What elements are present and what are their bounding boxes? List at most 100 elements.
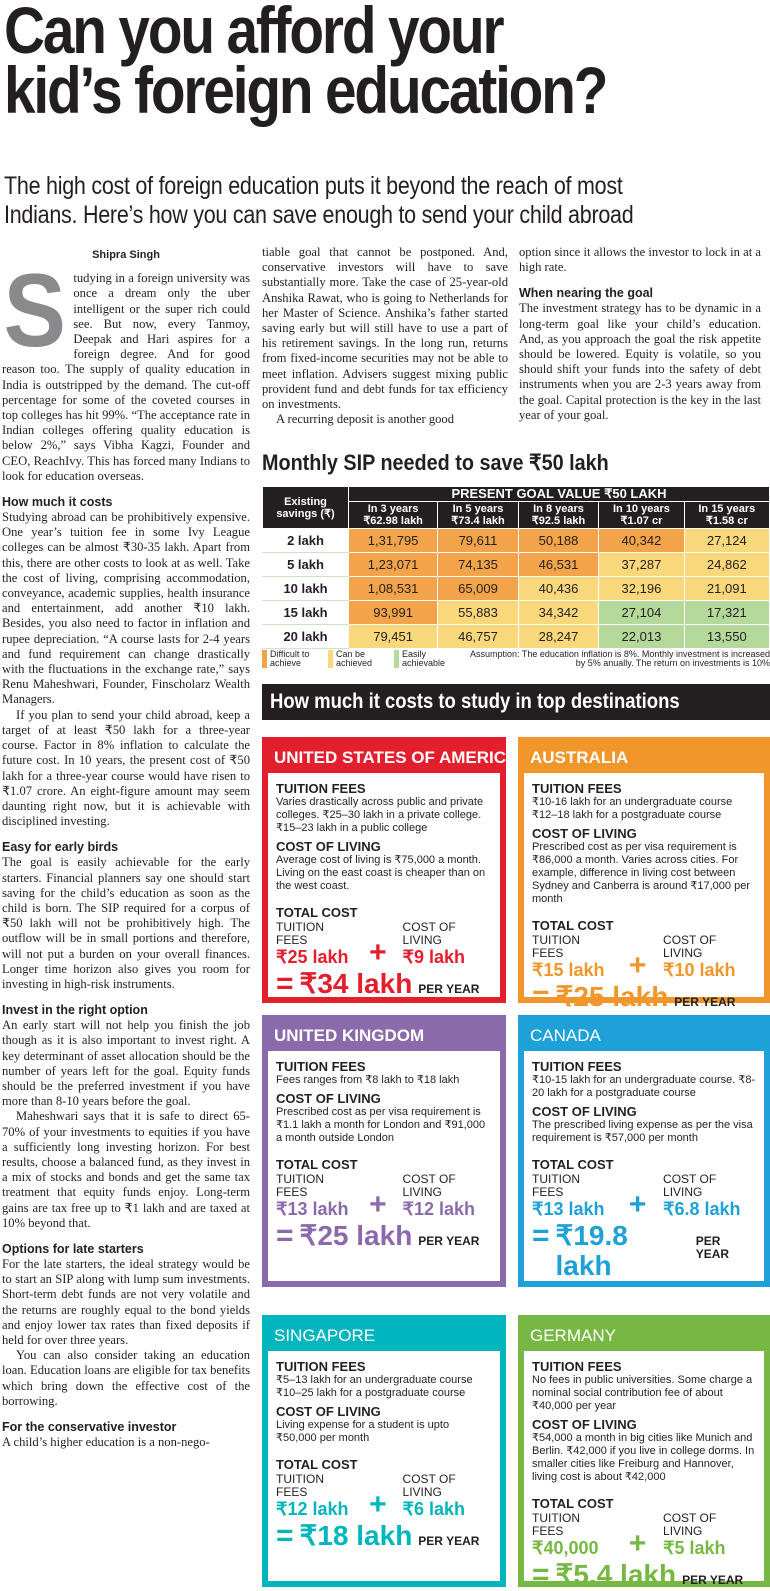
sip-cell: 46,531 <box>517 552 600 577</box>
living-label: COST OF LIVING <box>663 1172 717 1199</box>
table-row: 10 lakh 1,08,531 65,009 40,436 32,196 21,091 <box>262 576 770 601</box>
country-card-singapore: SINGAPORE TUITION FEES ₹5–13 lakh for an… <box>262 1315 506 1587</box>
total-heading: TOTAL COST <box>532 1496 614 1511</box>
total-amount: ₹5.4 lakh <box>555 1559 677 1590</box>
per-year-label: PER YEAR <box>418 982 480 996</box>
living-amount: ₹12 lakh <box>402 1199 476 1219</box>
sip-cell: 65,009 <box>437 576 519 601</box>
legend-item: Difficult to achieve <box>262 650 322 668</box>
sip-cell: 34,342 <box>517 600 600 625</box>
plus-icon: + <box>628 1188 647 1221</box>
per-year-label: PER YEAR <box>418 1534 480 1548</box>
row-label: 5 lakh <box>262 552 349 577</box>
equals-icon: = <box>532 980 550 1013</box>
tuition-text: Varies drastically across public and pri… <box>276 796 484 834</box>
section-heading: When nearing the goal <box>519 286 654 301</box>
row-label: 2 lakh <box>262 528 349 553</box>
country-card-united-states-of-america: UNITED STATES OF AMERICA TUITION FEES Va… <box>262 737 518 1003</box>
paragraph: Studying abroad can be prohibitively exp… <box>2 510 250 707</box>
total-heading: TOTAL COST <box>532 918 614 933</box>
total-amount: ₹18 lakh <box>299 1520 413 1551</box>
tuition-amount: ₹40,000 <box>532 1538 599 1558</box>
tuition-heading: TUITION FEES <box>276 781 366 796</box>
legend-item: Can be achieved <box>328 650 388 668</box>
paragraph: For the late starters, the ideal strateg… <box>2 1256 250 1347</box>
country-name: CANADA <box>530 1026 601 1045</box>
country-card-united-kingdom: UNITED KINGDOM TUITION FEES Fees ranges … <box>262 1015 506 1287</box>
tuition-heading: TUITION FEES <box>276 1359 366 1374</box>
equals-icon: = <box>276 1219 294 1252</box>
sip-cell: 74,135 <box>437 552 519 577</box>
living-heading: COST OF LIVING <box>276 1091 381 1106</box>
total-heading: TOTAL COST <box>276 1457 358 1472</box>
column-header: In 3 years ₹62.98 lakh <box>347 501 439 529</box>
paragraph: A child’s higher education is a non-nego… <box>2 1435 210 1450</box>
legend-swatch <box>394 650 399 668</box>
living-label: COST OF LIVING <box>663 1511 717 1538</box>
subhead-line-1: The high cost of foreign education puts … <box>4 172 623 200</box>
living-amount: ₹6.8 lakh <box>663 1199 741 1219</box>
plus-icon: + <box>369 1188 387 1221</box>
paragraph: You can also consider taking an educatio… <box>2 1348 250 1408</box>
country-card-australia: AUSTRALIA TUITION FEES ₹10-16 lakh for a… <box>518 737 770 1012</box>
sip-cell: 1,23,071 <box>347 552 439 577</box>
total-heading: TOTAL COST <box>276 1157 358 1172</box>
sip-cell: 13,550 <box>683 624 770 649</box>
column-header: In 8 years ₹92.5 lakh <box>517 501 600 529</box>
subhead-line-2: Indians. Here’s how you can save enough … <box>4 201 634 229</box>
tuition-amount: ₹12 lakh <box>276 1499 349 1519</box>
sip-cell: 24,862 <box>683 552 770 577</box>
article-column-2: tiable goal that cannot be postponed. An… <box>262 245 508 427</box>
table-row: 5 lakh 1,23,071 74,135 46,531 37,287 24,862 <box>262 552 770 577</box>
plus-icon: + <box>369 1488 387 1521</box>
living-heading: COST OF LIVING <box>532 1417 637 1432</box>
paragraph: The goal is easily achievable for the ea… <box>2 855 250 991</box>
sip-cell: 93,991 <box>347 600 439 625</box>
living-text: ₹54,000 a month in big cities like Munic… <box>532 1432 755 1483</box>
plus-icon: + <box>628 949 647 982</box>
tuition-amount: ₹25 lakh <box>276 947 349 967</box>
equals-icon: = <box>276 1519 294 1552</box>
per-year-label: PER YEAR <box>674 995 736 1009</box>
per-year-label: PER YEAR <box>695 1234 730 1261</box>
table-row: 15 lakh 93,991 55,883 34,342 27,104 17,321 <box>262 600 770 625</box>
sip-cell: 21,091 <box>683 576 770 601</box>
tuition-text: No fees in public universities. Some cha… <box>532 1374 753 1412</box>
living-label: COST OF LIVING <box>402 920 456 947</box>
total-amount: ₹25 lakh <box>555 981 669 1012</box>
row-label: 20 lakh <box>262 624 349 649</box>
living-label: COST OF LIVING <box>402 1172 456 1199</box>
paragraph: Maheshwari says that it is safe to direc… <box>2 1109 250 1230</box>
paragraph: tiable goal that cannot be postponed. An… <box>262 245 508 412</box>
row-label: 15 lakh <box>262 600 349 625</box>
tuition-label: TUITION FEES <box>276 920 324 947</box>
sip-cell: 46,757 <box>437 624 519 649</box>
sip-cell: 55,883 <box>437 600 519 625</box>
tuition-text: ₹10-15 lakh for an undergraduate course.… <box>532 1074 756 1099</box>
headline: Can you afford your kid’s foreign educat… <box>4 0 770 127</box>
sip-cell: 1,08,531 <box>347 576 439 601</box>
headline-line-2: kid’s foreign education? <box>4 53 608 127</box>
table-row: 2 lakh 1,31,795 79,611 50,188 40,342 27,124 <box>262 528 770 553</box>
legend-label: Difficult to achieve <box>270 649 310 668</box>
tuition-amount: ₹13 lakh <box>532 1199 605 1219</box>
living-label: COST OF LIVING <box>663 933 717 960</box>
living-text: Living expense for a student is upto ₹50… <box>276 1419 450 1444</box>
living-heading: COST OF LIVING <box>532 826 637 841</box>
tuition-amount: ₹15 lakh <box>532 960 605 980</box>
total-amount: ₹34 lakh <box>299 968 413 999</box>
paragraph: option since it allows the investor to l… <box>519 245 761 275</box>
section-heading: Easy for early birds <box>2 840 119 855</box>
sip-cell: 40,436 <box>517 576 600 601</box>
living-amount: ₹6 lakh <box>402 1499 466 1519</box>
sip-cell: 79,451 <box>347 624 439 649</box>
article-column-3: option since it allows the investor to l… <box>519 245 761 423</box>
plus-icon: + <box>369 936 387 969</box>
section-heading: How much it costs <box>2 495 113 510</box>
legend-label: Can be achieved <box>336 649 373 668</box>
paragraph: A recurring deposit is another good <box>276 412 455 427</box>
table-legend: Difficult to achieve Can be achieved Easil… <box>262 650 770 668</box>
living-heading: COST OF LIVING <box>276 839 381 854</box>
sip-cell: 22,013 <box>598 624 685 649</box>
